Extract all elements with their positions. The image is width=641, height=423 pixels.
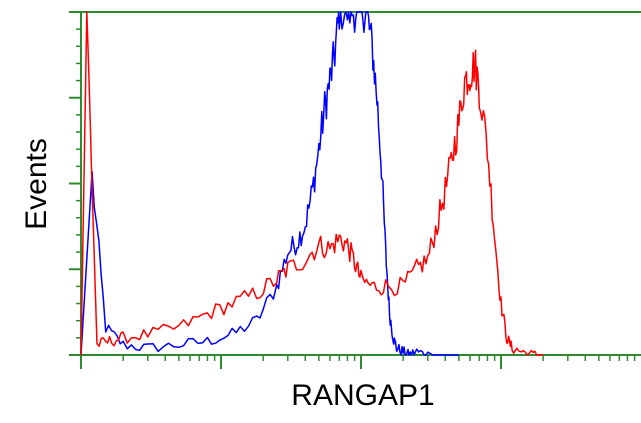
y-axis-label: Events — [20, 138, 53, 230]
axis-ticks — [69, 11, 636, 369]
series-lines — [80, 11, 544, 356]
series-line-blue — [80, 11, 459, 356]
series-line-red — [80, 11, 544, 356]
plot-frame — [80, 11, 641, 356]
x-axis-label: RANGAP1 — [291, 379, 434, 412]
